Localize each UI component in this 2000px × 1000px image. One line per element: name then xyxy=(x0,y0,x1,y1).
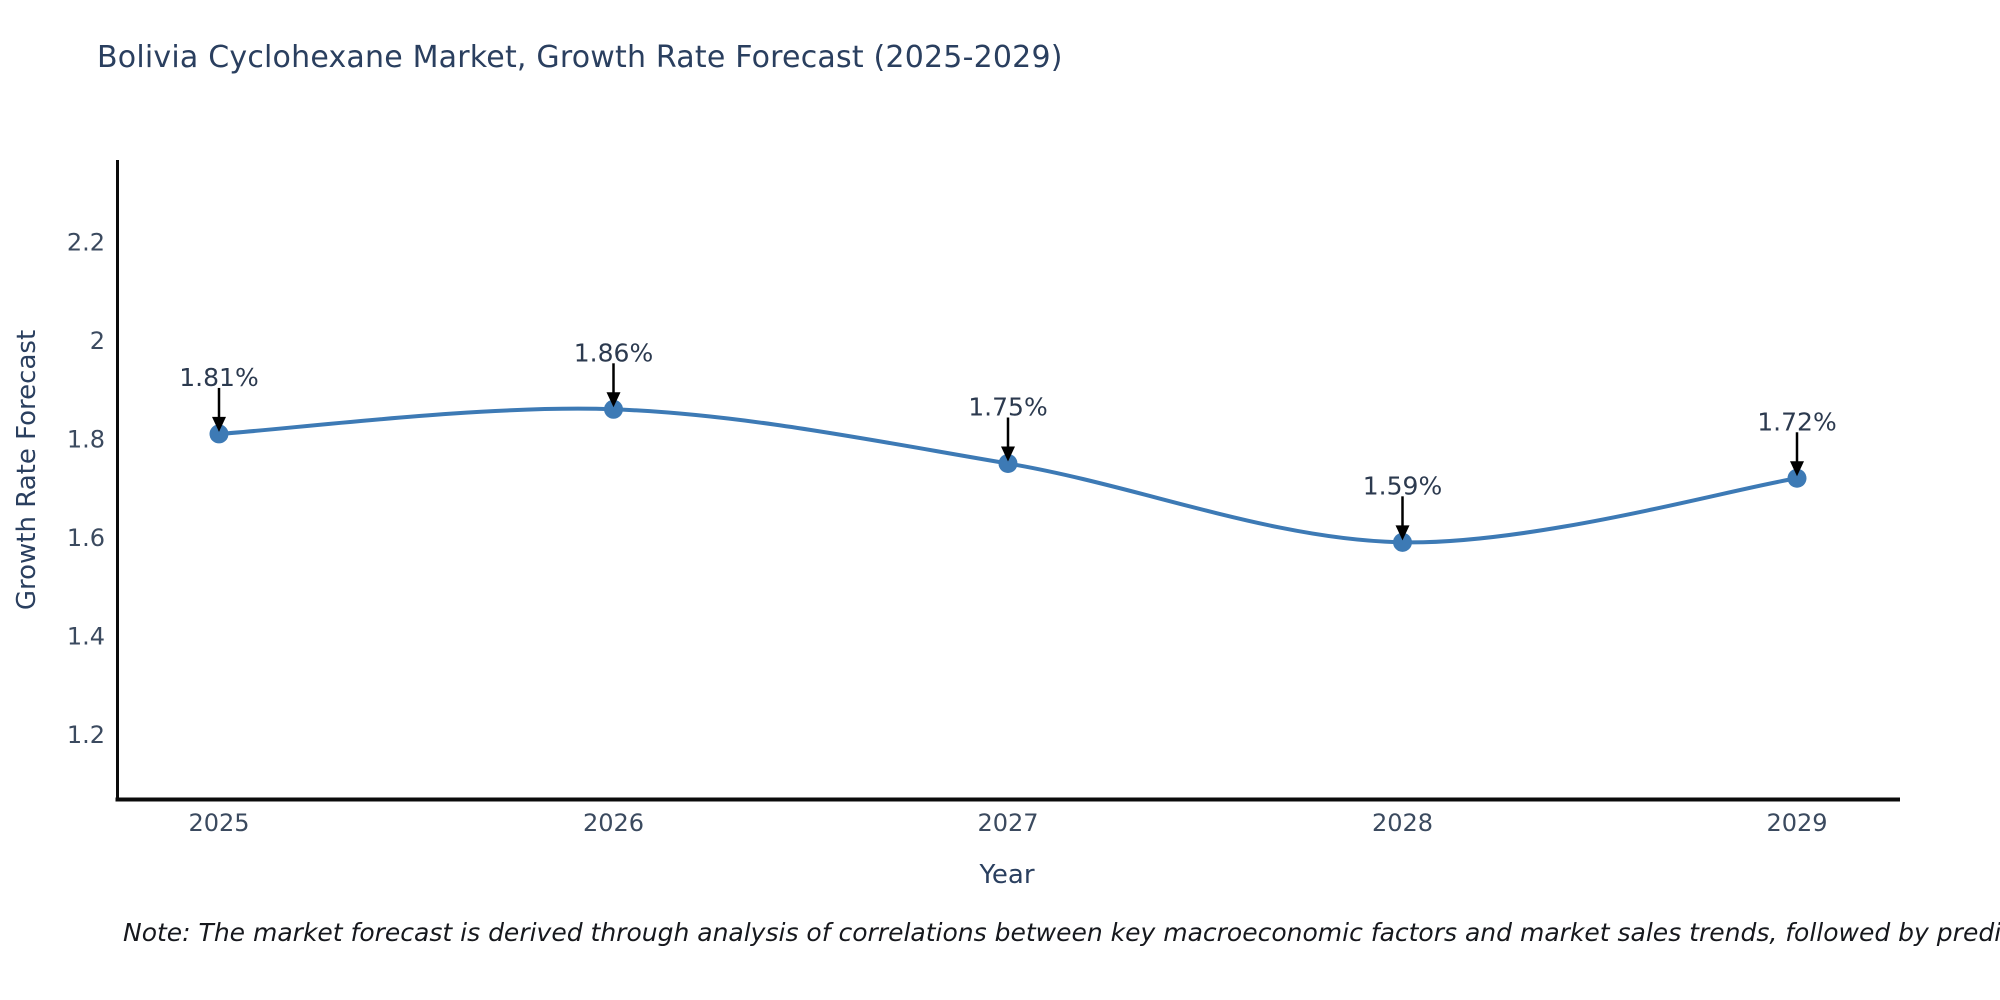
x-axis-title: Year xyxy=(979,860,1035,890)
data-point-marker xyxy=(604,399,623,419)
annotation-arrowhead xyxy=(1001,446,1015,462)
x-tick-label: 2026 xyxy=(583,809,644,837)
chart-title: Bolivia Cyclohexane Market, Growth Rate … xyxy=(97,40,1063,75)
data-point-marker xyxy=(209,424,229,444)
x-tick-label: 2025 xyxy=(188,809,249,837)
annotation-arrowhead xyxy=(1395,525,1410,541)
annotation-value-label: 1.59% xyxy=(1363,471,1442,500)
data-point-marker xyxy=(1393,532,1412,552)
x-tick-label: 2028 xyxy=(1372,809,1433,837)
annotation-value-label: 1.72% xyxy=(1757,407,1836,436)
data-point-marker xyxy=(998,453,1018,473)
annotation-arrowhead xyxy=(606,392,621,408)
y-tick-label: 2.2 xyxy=(67,228,105,256)
annotation-value-label: 1.75% xyxy=(968,392,1047,421)
y-axis-title: Growth Rate Forecast xyxy=(12,329,42,611)
footnote: Note: The market forecast is derived thr… xyxy=(123,918,2000,947)
y-tick-label: 1.4 xyxy=(67,622,105,650)
x-tick-label: 2027 xyxy=(977,809,1038,837)
y-tick-label: 1.8 xyxy=(67,425,105,453)
x-tick-label: 2029 xyxy=(1766,809,1827,837)
annotation-value-label: 1.81% xyxy=(179,363,258,392)
y-tick-label: 2 xyxy=(90,327,105,355)
annotation-arrowhead xyxy=(1790,461,1804,477)
annotation-arrowhead xyxy=(212,416,226,432)
data-point-marker xyxy=(1787,468,1807,488)
y-tick-label: 1.2 xyxy=(67,721,105,749)
y-tick-label: 1.6 xyxy=(67,524,105,552)
annotation-value-label: 1.86% xyxy=(574,338,653,367)
